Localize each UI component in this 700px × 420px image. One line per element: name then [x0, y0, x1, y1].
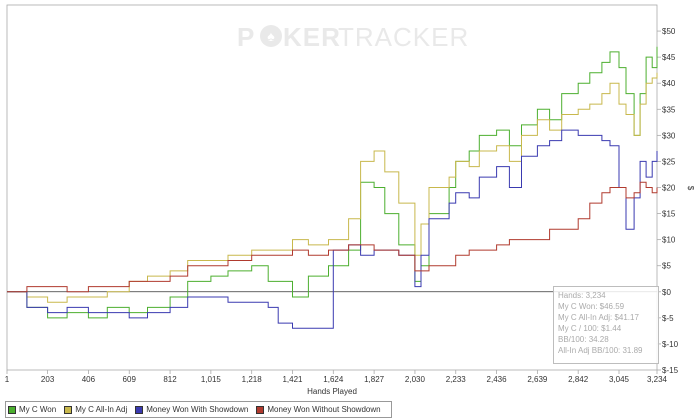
- x-tick-label: 203: [41, 375, 55, 384]
- y-tick-label: $-15: [662, 366, 679, 375]
- x-tick-label: 1,015: [201, 375, 222, 384]
- legend-label: Money Won With Showdown: [146, 405, 249, 414]
- y-tick-label: $-5: [662, 314, 674, 323]
- series-line-my-c-all-in-adj: [7, 72, 658, 303]
- x-tick-label: 812: [163, 375, 177, 384]
- y-axis-title: $: [686, 186, 695, 191]
- watermark-part1: P: [237, 22, 255, 52]
- stat-won: My C Won: $46.59: [558, 302, 625, 311]
- legend-label: My C All-In Adj: [75, 405, 128, 414]
- y-tick-label: $15: [662, 210, 676, 219]
- stat-hands: Hands: 3,234: [558, 291, 606, 300]
- x-tick-label: 2,030: [405, 375, 426, 384]
- watermark-part2: KER: [283, 22, 341, 52]
- stat-bb-100: BB/100: 34.28: [558, 335, 609, 344]
- x-tick-label: 2,639: [527, 375, 548, 384]
- watermark-part3: TRACKER: [338, 22, 469, 52]
- y-tick-label: $30: [662, 131, 676, 140]
- y-tick-label: $40: [662, 79, 676, 88]
- legend-item-money-won-without-showdown[interactable]: Money Won Without Showdown: [256, 405, 381, 414]
- x-tick-label: 1,827: [364, 375, 385, 384]
- x-tick-label: 1,421: [282, 375, 303, 384]
- x-tick-label: 1,624: [323, 375, 344, 384]
- series-line-my-c-won: [7, 46, 658, 319]
- x-tick-label: 3,234: [647, 375, 668, 384]
- y-tick-label: $0: [662, 288, 671, 297]
- x-tick-label: 2,842: [568, 375, 589, 384]
- watermark-spade-icon: ♠: [260, 25, 282, 47]
- legend-item-my-c-won[interactable]: My C Won: [8, 405, 56, 414]
- legend-swatch: [8, 405, 16, 414]
- x-tick-label: 609: [123, 375, 137, 384]
- legend-item-my-c-all-in-adj[interactable]: My C All-In Adj: [64, 405, 127, 414]
- legend-swatch: [135, 405, 144, 414]
- legend-label: Money Won Without Showdown: [267, 405, 381, 414]
- x-axis-title: Hands Played: [307, 387, 357, 396]
- stat-all-in-adj: My C All-In Adj: $41.17: [558, 313, 639, 322]
- stat-adj-bb-100: All-In Adj BB/100: 31.89: [558, 346, 643, 355]
- series-group: [7, 46, 658, 329]
- x-tick-label: 3,045: [609, 375, 630, 384]
- stats-box: Hands: 3,234 My C Won: $46.59 My C All-I…: [553, 286, 659, 364]
- legend-label: My C Won: [19, 405, 57, 414]
- y-tick-label: $25: [662, 157, 676, 166]
- y-tick-label: $50: [662, 27, 676, 36]
- y-tick-label: $-10: [662, 340, 679, 349]
- x-axis: 1 203 406 609 812 1,015 1,218 1,421 1,624 1,827 2,…: [5, 370, 668, 384]
- stat-per-100: My C / 100: $1.44: [558, 324, 622, 333]
- series-line-money-won-without-showdown: [7, 181, 658, 293]
- y-tick-label: $35: [662, 105, 676, 114]
- y-tick-label: $5: [662, 262, 671, 271]
- y-tick-label: $45: [662, 53, 676, 62]
- x-tick-label: 1: [5, 375, 10, 384]
- legend: My C Won My C All-In Adj Money Won With …: [5, 401, 392, 418]
- x-tick-label: 1,218: [242, 375, 263, 384]
- legend-swatch: [256, 405, 265, 414]
- y-tick-label: $10: [662, 236, 676, 245]
- y-axis: $50 $45 $40 $35 $30 $25 $20 $15 $10 $5 $0 $-5 $-10 $-…: [657, 27, 679, 375]
- y-tick-label: $20: [662, 184, 676, 193]
- legend-item-money-won-with-showdown[interactable]: Money Won With Showdown: [135, 405, 248, 414]
- x-tick-label: 2,436: [487, 375, 508, 384]
- watermark: P ♠ KER TRACKER: [237, 22, 469, 52]
- x-tick-label: 406: [82, 375, 96, 384]
- svg-text:♠: ♠: [267, 28, 275, 44]
- legend-swatch: [64, 405, 73, 414]
- x-tick-label: 2,233: [446, 375, 467, 384]
